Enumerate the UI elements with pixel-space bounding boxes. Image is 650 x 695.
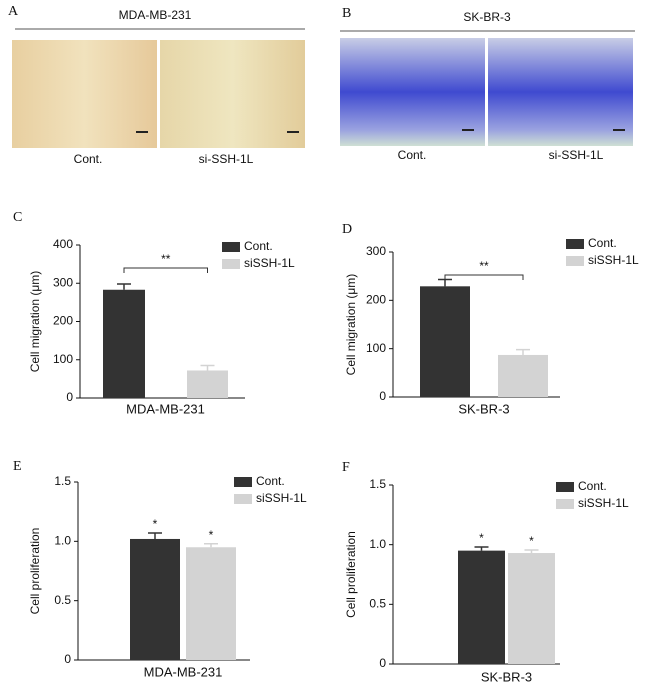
error-bar [474, 546, 489, 551]
y-tick-label: 200 [366, 293, 386, 307]
bar [103, 289, 145, 398]
panel-label: B [342, 6, 351, 21]
legend-swatch [556, 482, 574, 492]
legend-label: Cont. [256, 474, 285, 488]
error-bar [438, 278, 452, 287]
error-bar [204, 542, 218, 548]
significance-mark: * [479, 531, 484, 545]
micrograph [160, 40, 305, 148]
x-axis-label: SK-BR-3 [458, 401, 509, 416]
y-axis-label: Cell migration (μm) [344, 274, 358, 376]
y-tick-label: 300 [366, 244, 386, 258]
micrograph [12, 40, 157, 148]
y-tick-label: 0 [379, 656, 386, 670]
x-axis-label: SK-BR-3 [481, 669, 532, 684]
significance-mark: ** [479, 259, 489, 273]
panel-label: F [342, 460, 350, 475]
y-tick-label: 0 [379, 389, 386, 403]
micrograph [488, 38, 633, 146]
y-tick-label: 400 [53, 237, 73, 251]
legend-swatch [234, 494, 252, 504]
bar [498, 354, 548, 397]
y-tick-label: 300 [53, 275, 73, 289]
x-axis-label: MDA-MB-231 [126, 401, 205, 416]
significance-mark: * [153, 517, 158, 531]
panel-title: SK-BR-3 [463, 10, 511, 24]
y-tick-label: 0 [66, 390, 73, 404]
y-tick-label: 1.5 [369, 477, 386, 491]
legend-label: siSSH-1L [578, 496, 629, 510]
legend-label: siSSH-1L [588, 253, 639, 267]
error-bar [524, 549, 539, 554]
y-tick-label: 0.5 [369, 597, 386, 611]
bar [130, 538, 180, 660]
error-bar [516, 348, 530, 355]
y-tick-label: 200 [53, 314, 73, 328]
y-tick-label: 100 [366, 341, 386, 355]
error-bar [148, 532, 162, 539]
panel-label: D [342, 222, 352, 237]
legend-label: siSSH-1L [244, 256, 295, 270]
significance-mark: * [209, 528, 214, 542]
image-caption: Cont. [74, 152, 103, 166]
image-caption: si-SSH-1L [199, 152, 254, 166]
x-axis-label: MDA-MB-231 [144, 664, 223, 679]
y-axis-label: Cell proliferation [28, 528, 42, 615]
legend-swatch [222, 242, 240, 252]
legend-swatch [566, 256, 584, 266]
significance-bracket [123, 267, 208, 273]
significance-mark: * [529, 534, 534, 548]
legend-swatch [556, 499, 574, 509]
legend-label: siSSH-1L [256, 491, 307, 505]
panel-label: E [13, 459, 22, 474]
image-caption: si-SSH-1L [549, 148, 604, 162]
legend-label: Cont. [588, 236, 617, 250]
significance-bracket [444, 274, 524, 280]
legend-swatch [234, 477, 252, 487]
significance-mark: ** [161, 252, 171, 266]
error-bar [117, 283, 131, 290]
legend-label: Cont. [578, 479, 607, 493]
y-tick-label: 1.0 [54, 534, 71, 548]
legend-swatch [566, 239, 584, 249]
bar [508, 553, 555, 664]
panel-title: MDA-MB-231 [119, 8, 192, 22]
y-tick-label: 1.5 [54, 474, 71, 488]
bar [187, 370, 228, 398]
y-tick-label: 1.0 [369, 537, 386, 551]
micrograph [340, 38, 485, 146]
y-axis-label: Cell migration (μm) [28, 271, 42, 373]
bar [458, 550, 505, 664]
y-tick-label: 0 [64, 652, 71, 666]
y-tick-label: 0.5 [54, 593, 71, 607]
legend-label: Cont. [244, 239, 273, 253]
image-caption: Cont. [398, 148, 427, 162]
y-tick-label: 100 [53, 352, 73, 366]
error-bar [200, 364, 215, 371]
panel-label: A [8, 4, 19, 19]
legend-swatch [222, 259, 240, 269]
bar [186, 547, 236, 660]
y-axis-label: Cell proliferation [344, 531, 358, 618]
panel-label: C [13, 210, 22, 225]
bar [420, 286, 470, 397]
